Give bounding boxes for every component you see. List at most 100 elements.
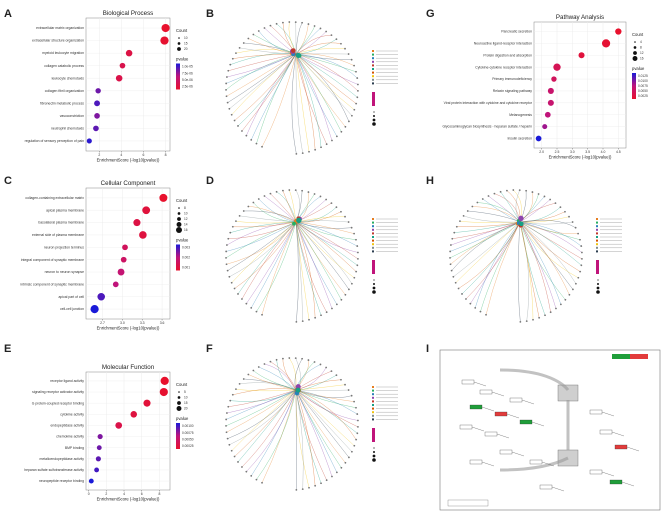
gene-node bbox=[580, 245, 583, 247]
gene-node bbox=[356, 413, 359, 415]
gene-node bbox=[242, 210, 245, 212]
network-edge bbox=[251, 221, 297, 308]
kegg-arrow bbox=[611, 431, 625, 437]
network-edge bbox=[227, 221, 297, 271]
x-tick-label: 2 bbox=[98, 153, 100, 157]
network-edge bbox=[226, 53, 297, 78]
gene-node bbox=[257, 30, 260, 32]
term-label: metalloendopeptidase activity bbox=[40, 457, 85, 461]
network-edge bbox=[295, 389, 333, 477]
network-edge bbox=[295, 379, 341, 391]
network-legend-swatch bbox=[372, 75, 374, 78]
gene-node bbox=[353, 400, 355, 403]
gene-node bbox=[350, 226, 353, 229]
term-label: extracellular matrix organization bbox=[36, 26, 84, 30]
dot-point bbox=[88, 478, 94, 484]
network-edge bbox=[295, 221, 316, 318]
x-tick-label: 2 bbox=[105, 492, 107, 496]
network-edge bbox=[519, 221, 540, 318]
network-edge bbox=[225, 221, 297, 259]
gene-node bbox=[225, 418, 228, 421]
kegg-gene-box bbox=[589, 469, 603, 475]
dot-point bbox=[94, 113, 100, 119]
network-size-dot bbox=[597, 283, 599, 285]
gene-node bbox=[230, 281, 233, 284]
dot-point bbox=[94, 100, 100, 107]
network-edge bbox=[227, 389, 297, 439]
dot-point bbox=[96, 445, 102, 451]
size-legend-label: 4 bbox=[640, 40, 642, 44]
network-size-dot bbox=[372, 286, 376, 290]
gene-node bbox=[457, 287, 460, 290]
network-size-dot bbox=[597, 279, 599, 281]
network-edge bbox=[261, 389, 297, 483]
gene-node bbox=[531, 191, 534, 193]
gene-node bbox=[348, 288, 350, 291]
term-label: intrinsic component of synaptic membrane bbox=[20, 282, 84, 286]
term-label: neuron to neuron synapse bbox=[45, 270, 85, 274]
gene-node bbox=[228, 443, 231, 446]
gene-node bbox=[543, 195, 546, 198]
network-legend-swatch bbox=[372, 400, 374, 403]
network-edge bbox=[519, 221, 562, 305]
gene-node bbox=[235, 220, 237, 223]
gene-node bbox=[325, 30, 328, 33]
color-legend-label: 0.00100 bbox=[182, 424, 194, 428]
network-edge bbox=[248, 374, 297, 391]
gene-node bbox=[245, 134, 248, 137]
gene-concept-network-f bbox=[225, 357, 398, 491]
size-legend-dot bbox=[632, 56, 638, 61]
dot-point bbox=[90, 305, 99, 314]
gene-node bbox=[257, 198, 260, 200]
dot-point bbox=[142, 206, 151, 215]
gene-node bbox=[325, 311, 328, 314]
gene-node bbox=[555, 307, 557, 310]
network-edge bbox=[261, 53, 297, 147]
gene-node bbox=[449, 250, 452, 253]
gene-node bbox=[261, 313, 263, 316]
color-legend-title: pvalue bbox=[632, 66, 645, 71]
gene-node bbox=[301, 357, 304, 360]
network-edge bbox=[295, 221, 303, 322]
category-node bbox=[518, 215, 524, 222]
gene-node bbox=[294, 357, 297, 360]
size-legend-dot bbox=[178, 37, 180, 39]
network-edge bbox=[450, 221, 521, 252]
network-edge bbox=[228, 53, 297, 71]
gene-node bbox=[325, 479, 328, 482]
gene-node bbox=[331, 139, 333, 142]
gene-node bbox=[335, 374, 338, 377]
network-edge bbox=[500, 191, 521, 223]
gene-node bbox=[355, 270, 358, 273]
x-tick-label: 4.0 bbox=[601, 150, 606, 154]
network-edge bbox=[295, 389, 350, 458]
gene-node bbox=[225, 250, 228, 253]
network-edge bbox=[295, 389, 304, 490]
term-label: apical plasma membrane bbox=[46, 208, 84, 212]
network-legend-swatch bbox=[596, 228, 598, 231]
term-label: vasoconstriction bbox=[60, 114, 84, 118]
x-tick-label: 2.0 bbox=[539, 150, 544, 154]
network-legend-swatch bbox=[596, 246, 598, 249]
gene-node bbox=[356, 96, 359, 99]
network-legend-swatch bbox=[372, 389, 374, 392]
term-label: Pancreatic secretion bbox=[501, 30, 532, 34]
network-edge bbox=[295, 221, 338, 305]
gene-node bbox=[340, 42, 342, 45]
gene-node bbox=[537, 193, 540, 195]
gene-node bbox=[233, 119, 236, 122]
gene-node bbox=[226, 244, 228, 246]
network-edge bbox=[256, 389, 297, 480]
gene-node bbox=[355, 238, 357, 241]
dot-point bbox=[119, 62, 126, 69]
x-axis-label: EnrichmentScore (-log10(pvalue)) bbox=[97, 158, 160, 163]
network-edge bbox=[519, 221, 582, 247]
network-legend-swatch bbox=[372, 64, 374, 67]
size-legend-label: 8 bbox=[640, 46, 642, 50]
network-edge bbox=[256, 221, 297, 312]
x-tick-label: 2.7 bbox=[100, 321, 105, 325]
term-label: external side of plasma membrane bbox=[32, 233, 84, 237]
color-legend-bar bbox=[632, 73, 636, 99]
gene-node bbox=[263, 195, 266, 197]
size-legend-dot bbox=[634, 41, 636, 43]
